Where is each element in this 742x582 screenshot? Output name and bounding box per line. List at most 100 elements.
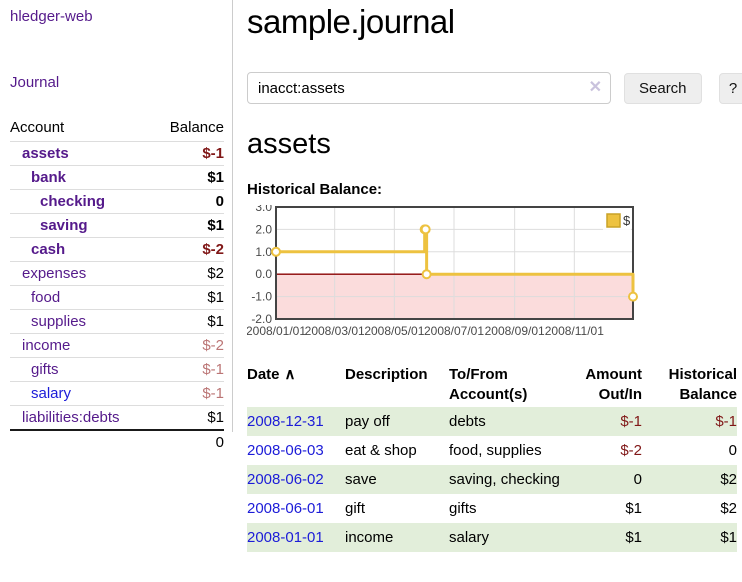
- transaction-accounts: salary: [449, 529, 490, 546]
- account-balance: $1: [153, 309, 224, 334]
- account-balance: $-1: [153, 381, 224, 406]
- account-balance: $-2: [153, 333, 224, 358]
- account-link-cash[interactable]: cash: [31, 241, 66, 258]
- transactions-header-row: Date ∧ Description To/From Account(s) Amo…: [247, 363, 737, 407]
- svg-text:-2.0: -2.0: [251, 312, 272, 326]
- account-row-assets: assets $-1: [10, 141, 224, 166]
- transaction-date-link[interactable]: 2008-06-02: [247, 471, 324, 488]
- account-link-salary[interactable]: salary: [31, 385, 72, 402]
- transaction-date-link[interactable]: 2008-06-03: [247, 442, 324, 459]
- historical-balance-column-header: Historical Balance: [668, 366, 737, 403]
- transaction-description: income: [345, 529, 394, 546]
- account-balance: 0: [153, 189, 224, 214]
- transaction-amount: $-2: [620, 442, 642, 459]
- account-row-cash: cash $-2: [10, 237, 224, 262]
- svg-text:2008/03/01: 2008/03/01: [305, 324, 365, 338]
- help-button[interactable]: ?: [718, 72, 742, 104]
- search-bar: ✕ Search ?: [247, 72, 742, 104]
- account-balance: $-1: [153, 141, 224, 166]
- svg-text:2.0: 2.0: [255, 222, 272, 236]
- account-row-salary: salary $-1: [10, 381, 224, 406]
- svg-text:0.0: 0.0: [255, 267, 272, 281]
- transaction-balance: $2: [720, 500, 737, 517]
- transaction-accounts: debts: [449, 413, 486, 430]
- transaction-date-link[interactable]: 2008-12-31: [247, 413, 324, 430]
- transaction-row: 2008-06-03 eat & shop food, supplies $-2…: [247, 436, 737, 465]
- accounts-balance-table: Account Balance assets $-1 bank $1 check…: [10, 116, 224, 454]
- accounts-total-value: 0: [153, 429, 224, 454]
- account-link-supplies[interactable]: supplies: [31, 313, 87, 330]
- sidebar-item-journal[interactable]: Journal: [10, 74, 60, 91]
- account-row-saving: saving $1: [10, 213, 224, 238]
- account-balance: $-2: [153, 237, 224, 262]
- account-link-expenses[interactable]: expenses: [22, 265, 87, 282]
- transaction-row: 2008-06-01 gift gifts $1 $2: [247, 494, 737, 523]
- transaction-description: pay off: [345, 413, 390, 430]
- svg-text:2008/11/01: 2008/11/01: [545, 324, 604, 338]
- account-link-saving[interactable]: saving: [40, 217, 88, 234]
- account-link-assets[interactable]: assets: [22, 145, 69, 162]
- svg-text:2008/07/01: 2008/07/01: [424, 324, 484, 338]
- main-content: sample.journal ✕ Search ? assets Histori…: [233, 0, 742, 552]
- svg-text:2008/05/01: 2008/05/01: [364, 324, 424, 338]
- chart-title: Historical Balance:: [247, 181, 383, 198]
- svg-text:-1.0: -1.0: [251, 290, 272, 304]
- transaction-description: eat & shop: [345, 442, 417, 459]
- description-column-header: Description: [345, 366, 428, 383]
- account-link-food[interactable]: food: [31, 289, 61, 306]
- transaction-accounts: food, supplies: [449, 442, 542, 459]
- account-balance: $1: [153, 165, 224, 190]
- transaction-date-link[interactable]: 2008-06-01: [247, 500, 324, 517]
- transaction-accounts: gifts: [449, 500, 477, 517]
- account-link-income[interactable]: income: [22, 337, 71, 354]
- svg-text:3.0: 3.0: [255, 205, 272, 214]
- account-row-supplies: supplies $1: [10, 309, 224, 334]
- tofrom-account-column-header: To/From Account(s): [449, 366, 528, 403]
- transaction-amount: 0: [633, 471, 642, 488]
- transaction-amount: $1: [625, 500, 642, 517]
- sort-ascending-icon: ∧: [284, 366, 296, 383]
- transaction-row: 2008-01-01 income salary $1 $1: [247, 523, 737, 552]
- balance-column-header: Balance: [169, 119, 224, 136]
- transaction-balance: 0: [728, 442, 737, 459]
- page-title: sample.journal: [247, 3, 455, 40]
- clear-search-icon[interactable]: ✕: [588, 79, 602, 96]
- transaction-balance: $1: [720, 529, 737, 546]
- historical-balance-chart: 3.0 2.0 1.0 0.0 -1.0 -2.0 2008/01/01 2008/03/01…: [246, 200, 741, 349]
- account-link-checking[interactable]: checking: [40, 193, 106, 210]
- account-balance: $2: [153, 261, 224, 286]
- account-balance: $1: [153, 285, 224, 310]
- date-column-header[interactable]: Date ∧: [247, 366, 296, 383]
- account-balance: $-1: [153, 357, 224, 382]
- account-link-bank[interactable]: bank: [31, 169, 67, 186]
- transaction-description: gift: [345, 500, 366, 517]
- account-row-bank: bank $1: [10, 165, 224, 190]
- svg-text:2008/01/01: 2008/01/01: [247, 324, 306, 338]
- account-row-food: food $1: [10, 285, 224, 310]
- transaction-amount: $1: [625, 529, 642, 546]
- transaction-date-link[interactable]: 2008-01-01: [247, 529, 324, 546]
- search-input[interactable]: [247, 72, 611, 104]
- transaction-row: 2008-12-31 pay off debts $-1 $-1: [247, 407, 737, 436]
- account-row-expenses: expenses $2: [10, 261, 224, 286]
- chart-canvas: 3.0 2.0 1.0 0.0 -1.0 -2.02008/01/012008/03/01…: [246, 200, 638, 338]
- amount-column-header: Amount Out/In: [585, 366, 642, 403]
- app-title-link[interactable]: hledger-web: [10, 8, 93, 25]
- account-row-gifts: gifts $-1: [10, 357, 224, 382]
- transaction-amount: $-1: [620, 413, 642, 430]
- account-heading: assets: [247, 128, 331, 160]
- account-balance: $1: [153, 405, 224, 430]
- account-row-checking: checking 0: [10, 189, 224, 214]
- transaction-accounts: saving, checking: [449, 471, 560, 488]
- search-button[interactable]: Search: [624, 72, 702, 104]
- svg-text:1.0: 1.0: [255, 245, 272, 259]
- account-link-gifts[interactable]: gifts: [31, 361, 59, 378]
- app-window: hledger-web Journal Account Balance asse…: [10, 0, 742, 552]
- account-row-income: income $-2: [10, 333, 224, 358]
- transaction-balance: $2: [720, 471, 737, 488]
- transactions-table: Date ∧ Description To/From Account(s) Amo…: [247, 363, 737, 552]
- accounts-column-header: Account: [10, 119, 65, 136]
- transaction-balance: $-1: [715, 413, 737, 430]
- account-link-liabilities-debts[interactable]: liabilities:debts: [22, 409, 120, 426]
- account-row-liabilities-debts: liabilities:debts $1: [10, 405, 224, 430]
